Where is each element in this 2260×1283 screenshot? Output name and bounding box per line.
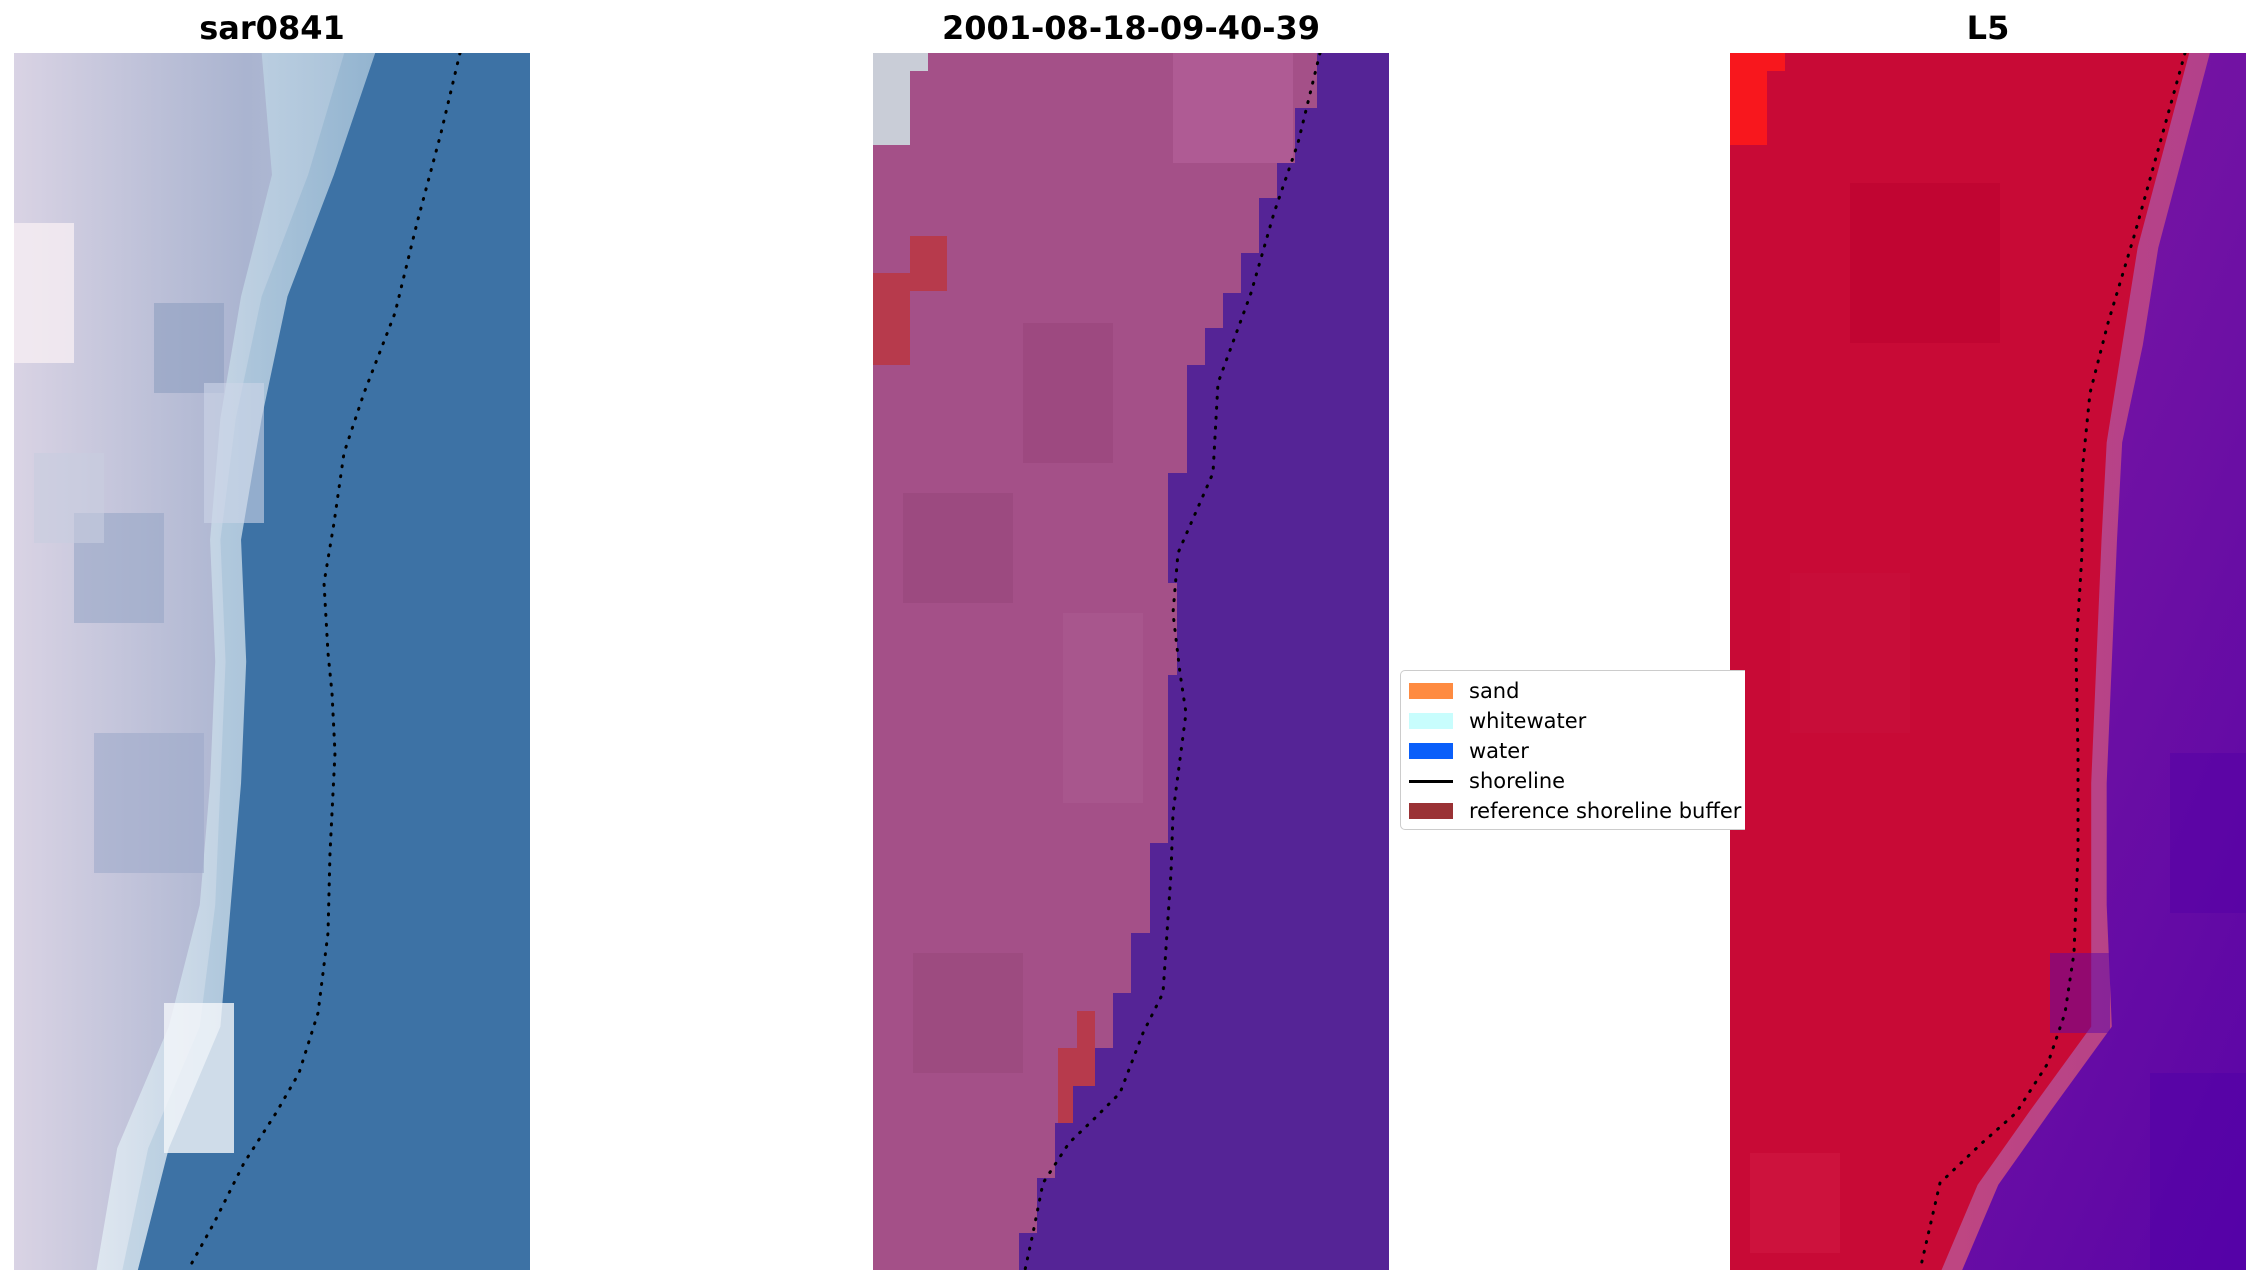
legend-item-reference-buffer: reference shoreline buffer [1409,796,1741,826]
l5-land-texture [1750,183,2000,1253]
classified-shoreline [1023,53,1322,1270]
legend-label-sand: sand [1469,679,1520,703]
buffer-patch-upper-b [910,236,947,291]
legend-label-water: water [1469,739,1529,763]
buffer-patch-lower [1058,1011,1095,1123]
sand-swatch-icon [1409,683,1453,699]
l5-index-panel [1730,53,2246,1270]
buffer-swatch-icon [1409,803,1453,819]
legend-item-water: water [1409,736,1529,766]
l5-water-texture [2050,753,2246,1270]
l5-shoreline [1918,53,2187,1270]
classified-water-area [1019,53,1389,1270]
panel-title-date: 2001-08-18-09-40-39 [941,9,1321,47]
legend-label-shoreline: shoreline [1469,769,1566,793]
panel-title-l5: L5 [1966,9,2010,47]
rgb-image-panel [14,53,530,1270]
legend-item-sand: sand [1409,676,1519,706]
panel-title-rgb: sar0841 [199,9,345,47]
legend-label-whitewater: whitewater [1469,709,1587,733]
classified-sand-texture [903,53,1293,1073]
legend-item-shoreline: shoreline [1409,766,1565,796]
classified-image-panel [873,53,1389,1270]
whitewater-swatch-icon [1409,713,1453,729]
legend-label-reference-buffer: reference shoreline buffer [1469,799,1742,823]
shoreline-line-icon [1409,779,1453,783]
water-swatch-icon [1409,743,1453,759]
classified-whitewater-patch [873,53,928,145]
legend: sand whitewater water shoreline referenc… [1400,670,1745,830]
rgb-shoreline [186,53,462,1270]
rgb-land-texture [14,223,264,1153]
l5-bright-patch [1730,53,1785,145]
legend-item-whitewater: whitewater [1409,706,1586,736]
